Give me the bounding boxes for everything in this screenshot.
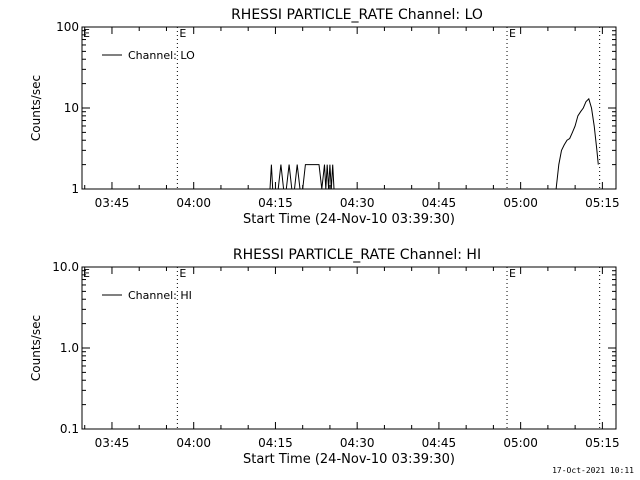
y-tick-label: 0.1	[60, 422, 79, 436]
x-tick-label: 04:15	[258, 196, 293, 210]
series-line	[269, 164, 336, 190]
x-tick-label: 04:45	[422, 196, 457, 210]
chart-title: RHESSI PARTICLE_RATE Channel: HI	[233, 247, 481, 263]
x-tick-label: 04:00	[176, 436, 211, 450]
x-tick-label: 05:15	[585, 196, 620, 210]
x-tick-label: 03:45	[95, 436, 130, 450]
event-marker-label: E	[509, 27, 516, 40]
series-line	[555, 97, 599, 190]
legend-entry: Channel: LO	[128, 49, 195, 62]
legend-entry: Channel: HI	[128, 289, 192, 302]
x-tick-label: 05:00	[503, 436, 538, 450]
y-tick-label: 10.0	[52, 260, 79, 274]
chart-panel: RHESSI PARTICLE_RATE Channel: HI 03:45 04:…	[29, 247, 620, 467]
y-axis-label: Counts/sec	[29, 75, 43, 141]
y-tick-label: 1	[71, 182, 79, 196]
event-marker-label: E	[83, 267, 90, 280]
x-axis-label: Start Time (24-Nov-10 03:39:30)	[243, 212, 455, 227]
x-tick-label: 05:00	[503, 196, 538, 210]
event-marker-label: E	[509, 267, 516, 280]
x-tick-label: 04:30	[340, 196, 375, 210]
x-tick-label: 04:30	[340, 436, 375, 450]
x-tick-label: 05:15	[585, 436, 620, 450]
event-marker-label: E	[83, 27, 90, 40]
event-marker-label: E	[179, 27, 186, 40]
y-tick-label: 1.0	[60, 341, 79, 355]
event-marker-label: E	[179, 267, 186, 280]
y-axis-label: Counts/sec	[29, 315, 43, 381]
x-axis-label: Start Time (24-Nov-10 03:39:30)	[243, 452, 455, 467]
y-tick-label: 10	[64, 101, 79, 115]
x-tick-label: 04:15	[258, 436, 293, 450]
footer-timestamp: 17-Oct-2021 10:11	[552, 466, 634, 475]
x-tick-label: 04:45	[422, 436, 457, 450]
chart-panel: RHESSI PARTICLE_RATE Channel: LO 03:45 04:…	[29, 7, 620, 227]
chart-title: RHESSI PARTICLE_RATE Channel: LO	[231, 7, 483, 23]
y-tick-label: 100	[56, 20, 79, 34]
x-tick-label: 04:00	[176, 196, 211, 210]
x-tick-label: 03:45	[95, 196, 130, 210]
